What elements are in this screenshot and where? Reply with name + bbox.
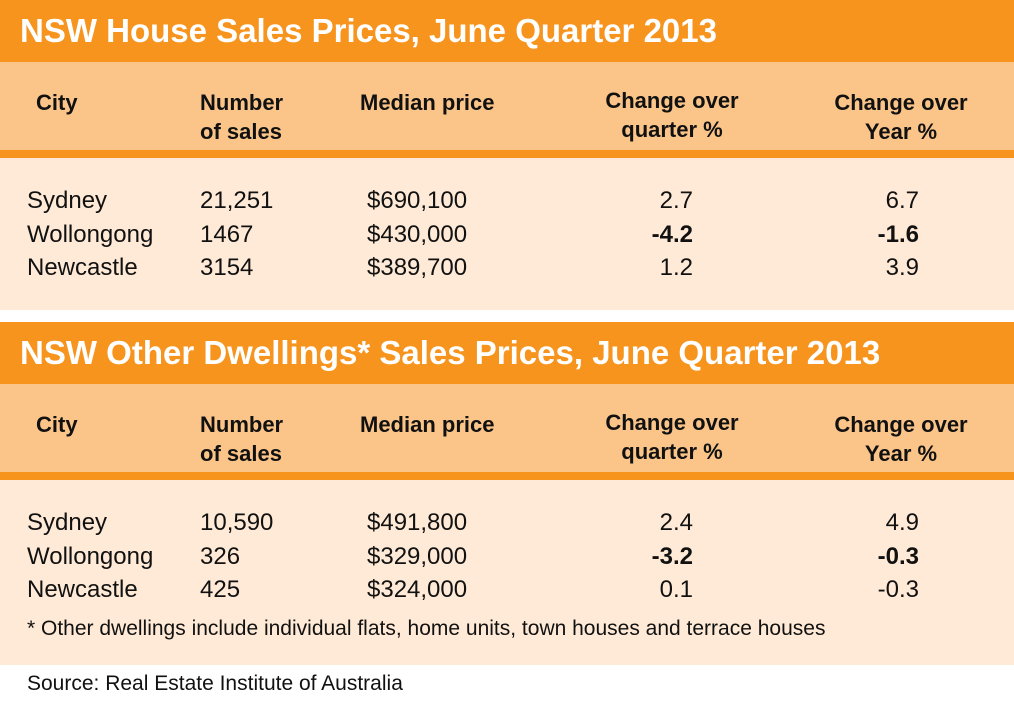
cell-city: Sydney: [27, 509, 108, 536]
cell-year-change: 3.9: [885, 254, 919, 281]
cell-quarter-change: -3.2: [651, 542, 693, 570]
cell-quarter-change: 0.1: [659, 576, 693, 603]
header-divider: [0, 472, 1014, 480]
cell-median: $690,100: [367, 187, 468, 214]
cell-sales: 10,590: [200, 509, 274, 536]
cell-quarter-change: 2.4: [659, 509, 693, 536]
header-sales: Number: [200, 412, 284, 437]
header-quarter: Change over: [605, 410, 739, 435]
cell-city: Wollongong: [27, 220, 154, 248]
header-row: City Number of sales Median price Change ove…: [0, 384, 1014, 472]
table-title: NSW House Sales Prices, June Quarter 201…: [0, 0, 1014, 62]
cell-city: Newcastle: [27, 254, 138, 281]
header-year: Change over: [834, 90, 968, 115]
cell-city: Newcastle: [27, 576, 138, 603]
cell-quarter-change: -4.2: [651, 220, 693, 248]
header-median: Median price: [360, 412, 495, 437]
cell-sales: 1467: [200, 220, 254, 248]
table-body: Sydney 21,251 $690,100 2.7 6.7 Wollongong 1467…: [0, 158, 1014, 310]
header-sales: Number: [200, 90, 284, 115]
table-body: Sydney 10,590 $491,800 2.4 4.9 Wollongong 326 $…: [0, 480, 1014, 665]
cell-median: $430,000: [367, 220, 468, 248]
cell-quarter-change: 2.7: [659, 187, 693, 214]
header-sales: of sales: [200, 441, 282, 466]
cell-year-change: 4.9: [885, 509, 919, 536]
table-title: NSW Other Dwellings* Sales Prices, June …: [0, 322, 1014, 384]
cell-city: Sydney: [27, 187, 108, 214]
cell-sales: 21,251: [200, 187, 274, 214]
header-year: Year %: [864, 119, 938, 144]
cell-sales: 326: [200, 542, 241, 570]
source-note: Source: Real Estate Institute of Austral…: [27, 672, 403, 695]
header-city: City: [36, 412, 78, 437]
price-table: NSW House Sales Prices, June Quarter 201…: [0, 0, 1014, 310]
header-city: City: [36, 90, 78, 115]
price-table: NSW Other Dwellings* Sales Prices, June …: [0, 322, 1014, 665]
footnote: * Other dwellings include individual fla…: [27, 617, 826, 640]
header-quarter: Change over: [605, 88, 739, 113]
cell-year-change: -1.6: [877, 220, 919, 248]
header-sales: of sales: [200, 119, 282, 144]
header-median: Median price: [360, 90, 495, 115]
cell-quarter-change: 1.2: [659, 254, 693, 281]
header-quarter: quarter %: [621, 117, 723, 142]
cell-city: Wollongong: [27, 542, 154, 570]
header-year: Year %: [864, 441, 938, 466]
cell-median: $324,000: [367, 576, 468, 603]
cell-year-change: 6.7: [885, 187, 919, 214]
header-quarter: quarter %: [621, 439, 723, 464]
cell-median: $389,700: [367, 254, 468, 281]
header-row: City Number of sales Median price Change ove…: [0, 62, 1014, 150]
header-divider: [0, 150, 1014, 158]
header-year: Change over: [834, 412, 968, 437]
cell-year-change: -0.3: [877, 576, 919, 603]
cell-sales: 425: [200, 576, 241, 603]
cell-year-change: -0.3: [877, 542, 919, 570]
cell-sales: 3154: [200, 254, 254, 281]
cell-median: $329,000: [367, 542, 468, 570]
cell-median: $491,800: [367, 509, 468, 536]
